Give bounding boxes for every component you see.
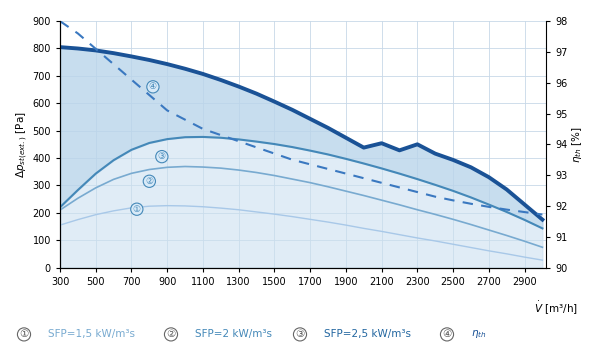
Text: ①: ① [19, 329, 29, 339]
Text: ①: ① [133, 205, 141, 214]
Text: SFP=2,5 kW/m³s: SFP=2,5 kW/m³s [324, 329, 411, 339]
Text: ③: ③ [158, 152, 166, 161]
Text: SFP=1,5 kW/m³s: SFP=1,5 kW/m³s [48, 329, 135, 339]
Text: ②: ② [145, 177, 154, 186]
Text: ④: ④ [149, 82, 157, 91]
Text: ④: ④ [442, 329, 452, 339]
Y-axis label: $\Delta p_{st(ext.)}$ [Pa]: $\Delta p_{st(ext.)}$ [Pa] [14, 111, 29, 178]
Text: ②: ② [166, 329, 176, 339]
X-axis label: $\dot{V}$ [m³/h]: $\dot{V}$ [m³/h] [534, 300, 578, 316]
Text: ③: ③ [295, 329, 305, 339]
Y-axis label: $\eta_{th}$ [%]: $\eta_{th}$ [%] [570, 126, 584, 163]
Text: $\eta_{th}$: $\eta_{th}$ [471, 328, 487, 340]
Text: SFP=2 kW/m³s: SFP=2 kW/m³s [195, 329, 272, 339]
